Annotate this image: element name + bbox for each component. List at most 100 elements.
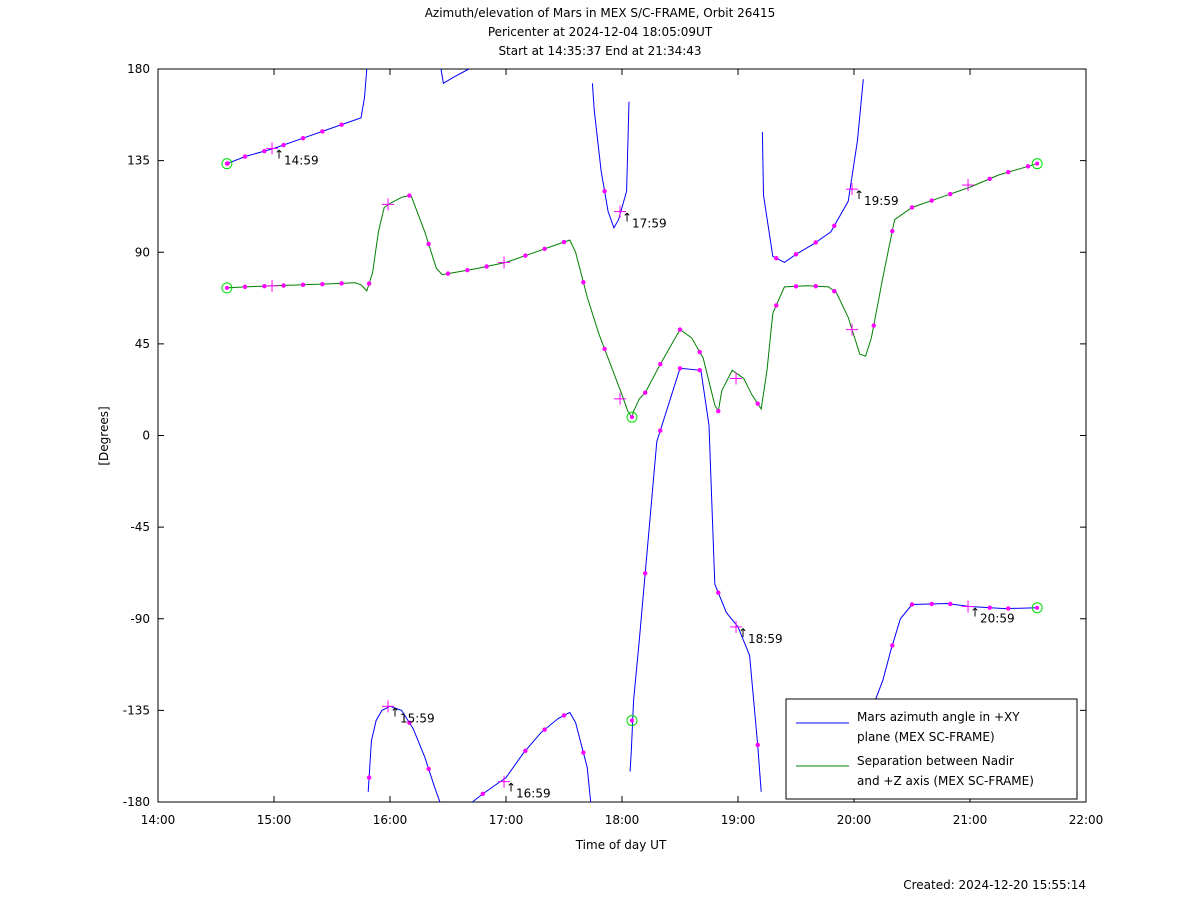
time-label-arrow: ↑ bbox=[854, 188, 864, 202]
sample-point bbox=[948, 601, 953, 607]
y-tick-label: 135 bbox=[127, 154, 150, 168]
y-tick-label: 90 bbox=[135, 245, 150, 259]
title-line-2: Pericenter at 2024-12-04 18:05:09UT bbox=[488, 25, 713, 39]
legend-box bbox=[785, 698, 1078, 800]
marker-dot bbox=[1035, 605, 1040, 610]
time-label-arrow: ↑ bbox=[506, 781, 516, 795]
time-label-text: 14:59 bbox=[284, 153, 319, 167]
time-label-arrow: ↑ bbox=[274, 147, 284, 161]
sample-point bbox=[871, 323, 876, 328]
sample-point bbox=[262, 148, 267, 154]
sample-point bbox=[1006, 606, 1011, 611]
x-tick-label: 14:00 bbox=[141, 813, 176, 827]
time-label: ↑ 17:59 bbox=[622, 211, 667, 231]
time-label-arrow: ↑ bbox=[738, 626, 748, 640]
marker-layer bbox=[221, 122, 1043, 797]
legend-label-azimuth-1: Mars azimuth angle in +XY bbox=[857, 710, 1020, 724]
sample-point bbox=[581, 750, 586, 755]
sample-point bbox=[948, 191, 953, 197]
marker-dot bbox=[629, 718, 634, 723]
sample-point bbox=[320, 129, 325, 134]
y-axis-label: [Degrees] bbox=[97, 406, 111, 465]
sample-point bbox=[658, 428, 663, 433]
title-line-3: Start at 14:35:37 End at 21:34:43 bbox=[498, 44, 701, 58]
series-line-azimuth bbox=[226, 68, 1038, 803]
sample-point bbox=[1025, 164, 1031, 169]
sample-point bbox=[813, 284, 818, 289]
time-label-text: 16:59 bbox=[516, 787, 551, 801]
sample-point bbox=[480, 791, 485, 797]
marker-dot bbox=[629, 415, 634, 420]
sample-point bbox=[929, 198, 934, 203]
sample-point bbox=[262, 283, 267, 289]
sample-point bbox=[658, 362, 663, 367]
marker-dot bbox=[224, 161, 229, 166]
end-marker bbox=[1031, 602, 1043, 614]
sample-point bbox=[716, 408, 721, 414]
pericenter-marker bbox=[626, 411, 638, 423]
sample-point bbox=[581, 280, 586, 285]
sample-point bbox=[300, 282, 306, 288]
sample-point bbox=[602, 188, 607, 194]
sample-point bbox=[484, 264, 489, 269]
sample-point bbox=[561, 713, 567, 718]
time-label: ↑ 16:59 bbox=[506, 781, 551, 801]
time-label-text: 17:59 bbox=[632, 217, 667, 231]
x-tick-label: 20:00 bbox=[837, 813, 872, 827]
x-tick-label: 18:00 bbox=[605, 813, 640, 827]
sample-point bbox=[281, 142, 286, 148]
sample-point bbox=[987, 605, 992, 610]
sample-point bbox=[523, 253, 528, 258]
time-label: ↑ 15:59 bbox=[390, 705, 435, 725]
chart-title: Azimuth/elevation of Mars in MEX S/C-FRA… bbox=[425, 6, 776, 58]
sample-point bbox=[890, 228, 895, 234]
sample-point bbox=[300, 136, 306, 141]
sample-point bbox=[366, 775, 372, 780]
sample-point bbox=[407, 720, 412, 725]
sample-point bbox=[677, 366, 683, 371]
x-tick-label: 21:00 bbox=[953, 813, 988, 827]
y-tick-label: 180 bbox=[127, 62, 150, 76]
x-tick-label: 17:00 bbox=[489, 813, 524, 827]
x-tick-label: 16:00 bbox=[373, 813, 408, 827]
time-label-arrow: ↑ bbox=[622, 211, 632, 225]
sample-point bbox=[465, 268, 470, 273]
y-tick-label: -90 bbox=[130, 612, 150, 626]
start-marker bbox=[221, 158, 233, 170]
y-tick-label: 45 bbox=[135, 337, 150, 351]
series-line-separation bbox=[226, 163, 1038, 419]
sample-point bbox=[793, 252, 799, 257]
sample-point bbox=[602, 346, 607, 352]
time-label: ↑ 19:59 bbox=[854, 188, 899, 208]
marker-dot bbox=[224, 285, 229, 290]
sample-point bbox=[320, 281, 325, 287]
series-layer bbox=[226, 68, 1038, 803]
y-tick-label: -45 bbox=[130, 520, 150, 534]
sample-point bbox=[929, 601, 934, 607]
sample-point bbox=[755, 742, 760, 748]
pericenter-marker bbox=[626, 715, 638, 727]
sample-point bbox=[561, 239, 567, 245]
sample-point bbox=[890, 643, 895, 648]
time-label-arrow: ↑ bbox=[390, 705, 400, 719]
sample-point bbox=[832, 289, 837, 294]
sample-point bbox=[643, 571, 648, 576]
sample-point bbox=[716, 590, 721, 595]
sample-point bbox=[793, 284, 799, 289]
y-tick-label: -135 bbox=[123, 703, 150, 717]
time-label: ↑ 18:59 bbox=[738, 626, 783, 646]
sample-point bbox=[523, 748, 528, 754]
time-label-arrow: ↑ bbox=[970, 606, 980, 620]
sample-point bbox=[407, 193, 412, 198]
legend-label-separation-1: Separation between Nadir bbox=[857, 754, 1014, 768]
sample-point bbox=[242, 154, 248, 159]
sample-point bbox=[813, 240, 818, 245]
time-label-text: 19:59 bbox=[864, 194, 899, 208]
sample-point bbox=[909, 205, 915, 210]
sample-point bbox=[366, 281, 372, 286]
time-label-text: 20:59 bbox=[980, 612, 1015, 626]
sample-point bbox=[542, 727, 547, 732]
sample-point bbox=[242, 284, 248, 290]
time-label: ↑ 14:59 bbox=[274, 147, 319, 167]
